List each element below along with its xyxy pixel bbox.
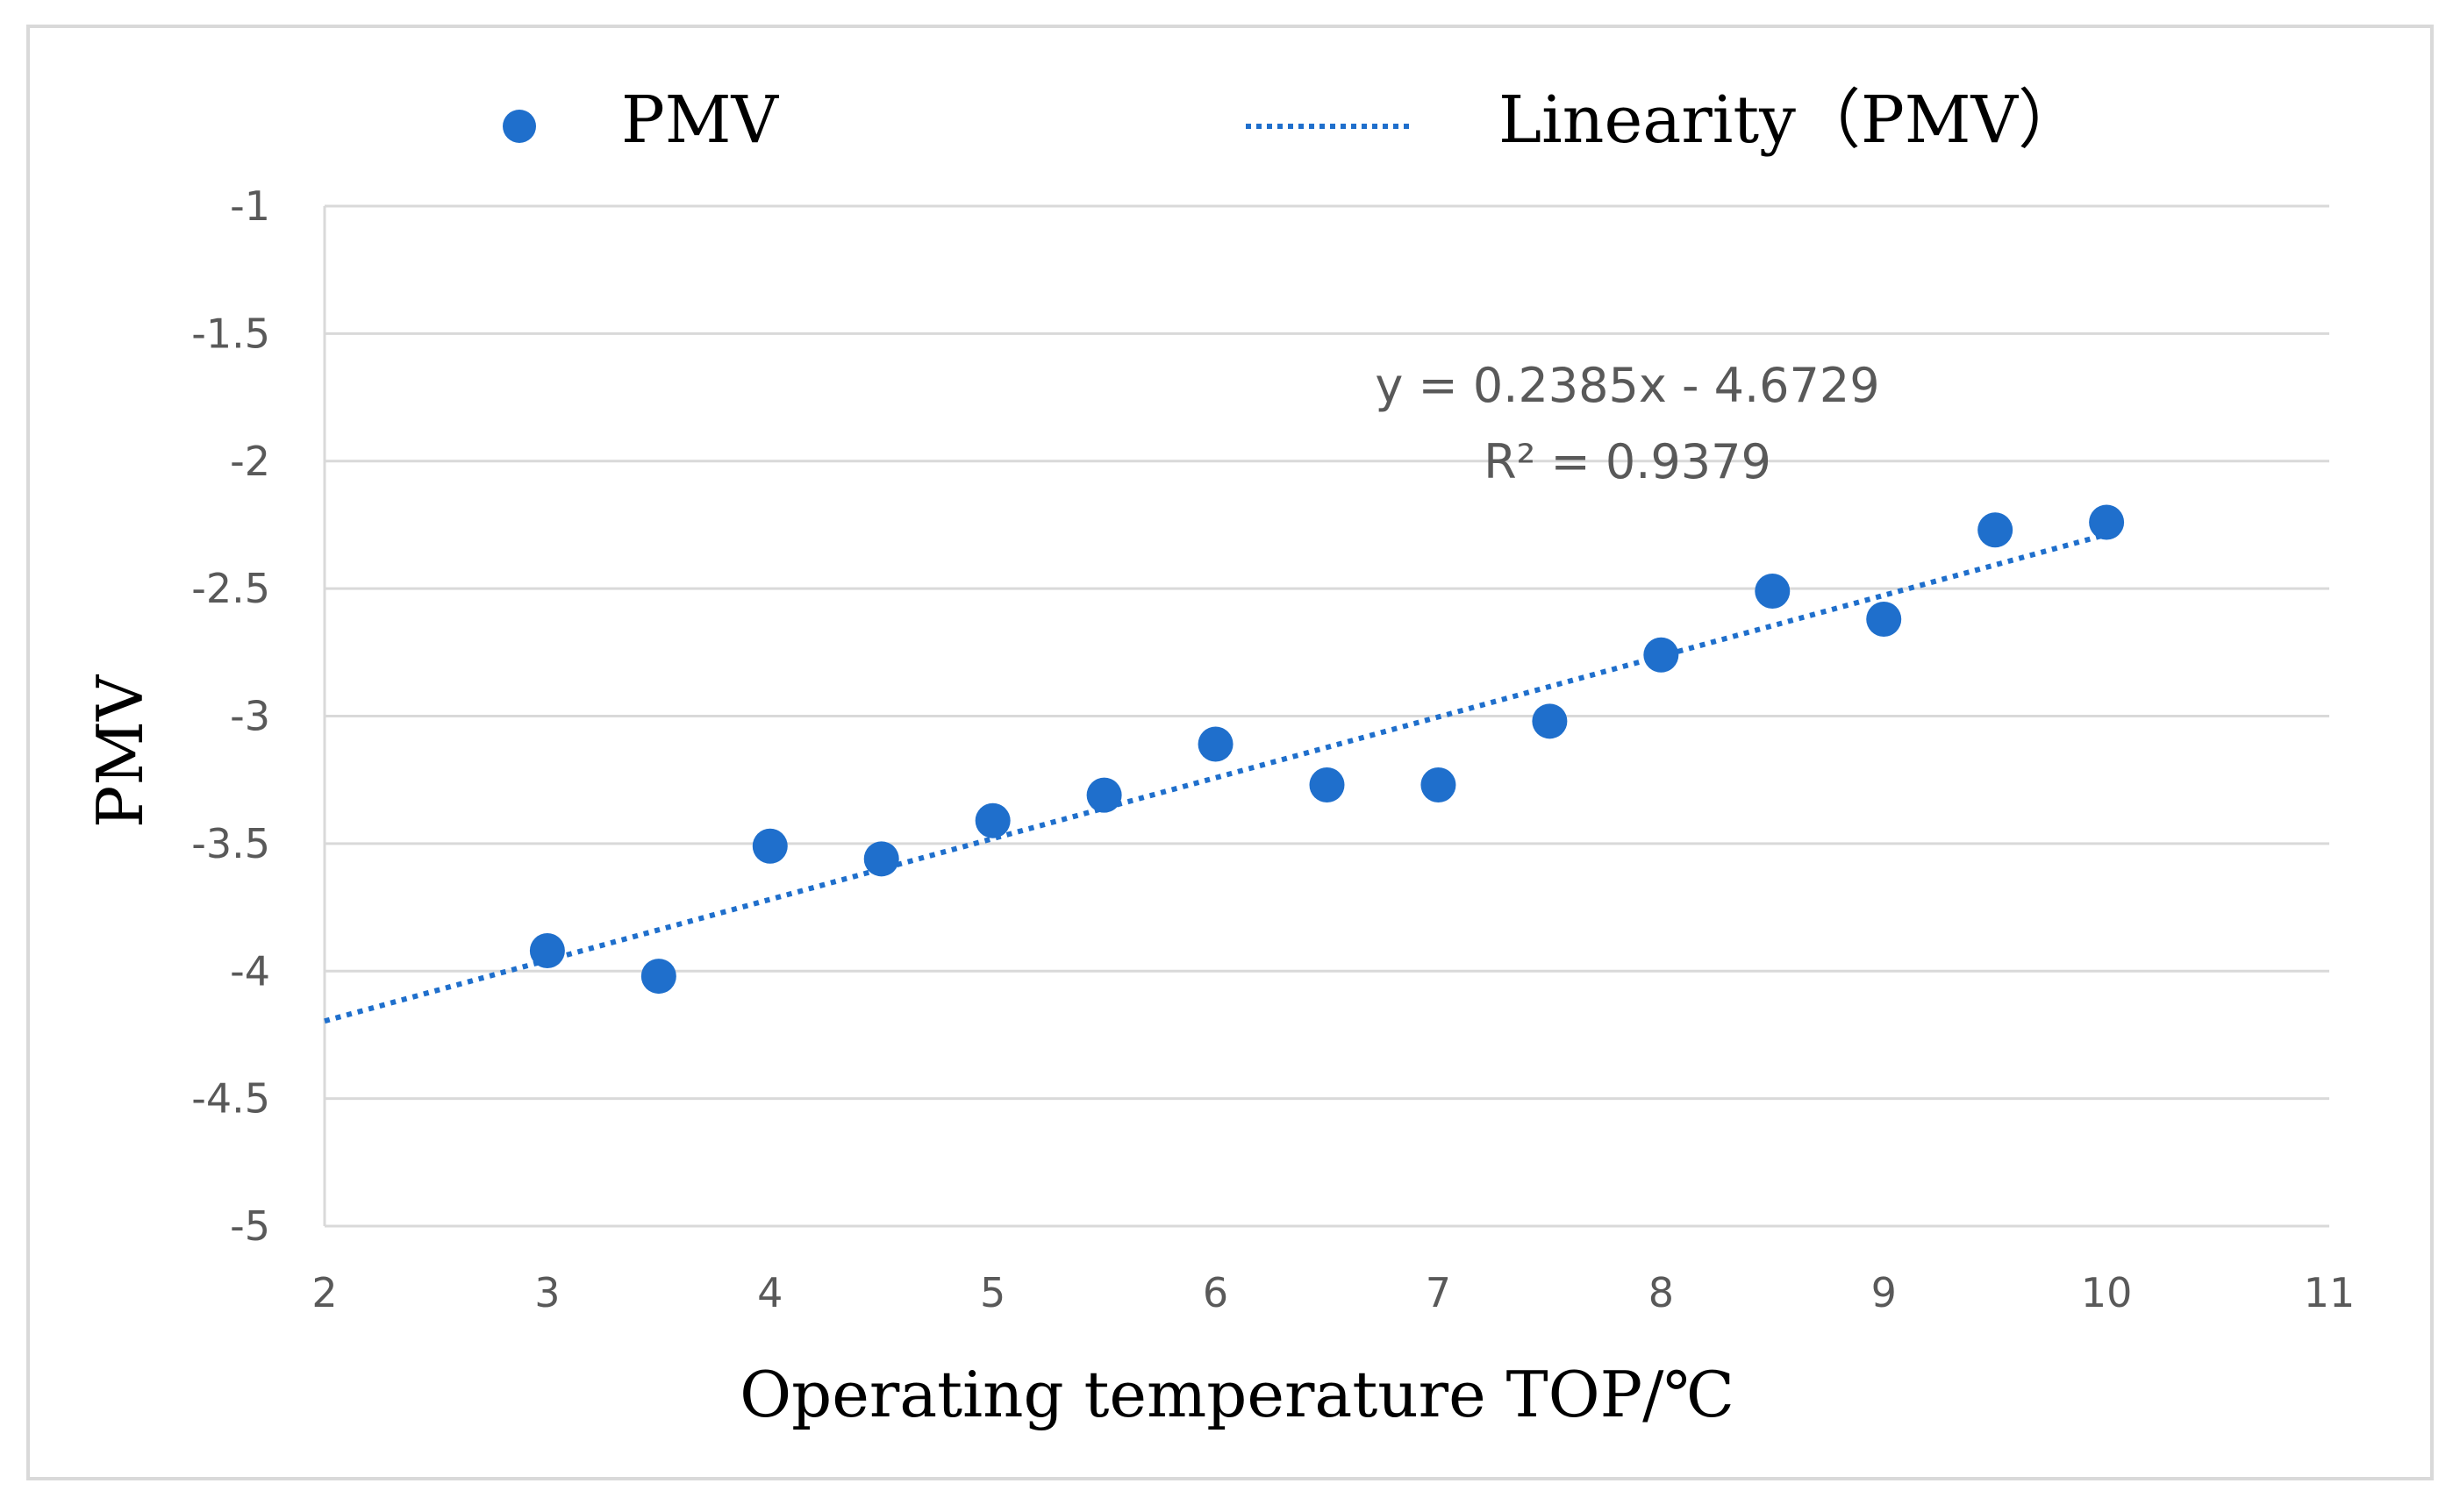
y-tick-label: -3.5 bbox=[191, 820, 270, 867]
y-tick-label: -4.5 bbox=[191, 1075, 270, 1123]
y-tick-label: -1 bbox=[230, 182, 270, 230]
legend-marker-pmv bbox=[503, 110, 536, 143]
x-tick-label: 11 bbox=[2304, 1269, 2356, 1316]
y-axis-title: PMV bbox=[83, 674, 157, 828]
legend: PMV Linearity（PMV） bbox=[503, 82, 2083, 158]
y-tick-label: -1.5 bbox=[191, 310, 270, 357]
data-points bbox=[529, 504, 2125, 995]
x-axis-ticks: 2 3 4 5 6 7 8 9 10 11 bbox=[311, 1269, 2355, 1316]
y-tick-label: -4 bbox=[230, 947, 270, 995]
data-point bbox=[1086, 777, 1122, 813]
data-point bbox=[1198, 726, 1234, 762]
data-point bbox=[1866, 602, 1902, 638]
y-axis-ticks: -1 -1.5 -2 -2.5 -3 -3.5 -4 -4.5 -5 bbox=[191, 182, 270, 1250]
x-tick-label: 4 bbox=[757, 1269, 783, 1316]
y-tick-label: -5 bbox=[230, 1202, 270, 1250]
y-tick-label: -3 bbox=[230, 693, 270, 740]
trendline-equation: y = 0.2385x - 4.6729 bbox=[1375, 358, 1879, 413]
data-point bbox=[640, 959, 676, 995]
data-point bbox=[863, 841, 899, 877]
data-point bbox=[1309, 767, 1345, 803]
gridlines bbox=[323, 204, 2329, 1228]
y-tick-label: -2.5 bbox=[191, 565, 270, 612]
x-tick-label: 9 bbox=[1871, 1269, 1897, 1316]
data-point bbox=[1755, 574, 1791, 610]
data-point bbox=[1643, 637, 1679, 673]
x-axis-title: Operating temperature TOP/℃ bbox=[740, 1358, 1734, 1431]
legend-label-pmv: PMV bbox=[621, 82, 780, 158]
x-tick-label: 7 bbox=[1426, 1269, 1451, 1316]
x-tick-label: 6 bbox=[1203, 1269, 1228, 1316]
data-point bbox=[752, 828, 788, 864]
x-tick-label: 8 bbox=[1648, 1269, 1674, 1316]
data-point bbox=[2089, 504, 2125, 540]
trendline-r-squared: R² = 0.9379 bbox=[1484, 434, 1771, 489]
data-point bbox=[1977, 512, 2013, 548]
legend-label-trendline: Linearity（PMV） bbox=[1498, 82, 2083, 158]
data-point bbox=[1532, 703, 1568, 739]
data-point bbox=[975, 802, 1011, 838]
data-point bbox=[529, 932, 565, 968]
x-tick-label: 2 bbox=[311, 1269, 337, 1316]
x-tick-label: 10 bbox=[2081, 1269, 2133, 1316]
y-tick-label: -2 bbox=[230, 438, 270, 485]
x-tick-label: 3 bbox=[534, 1269, 560, 1316]
data-point bbox=[1420, 767, 1456, 803]
x-tick-label: 5 bbox=[980, 1269, 1005, 1316]
